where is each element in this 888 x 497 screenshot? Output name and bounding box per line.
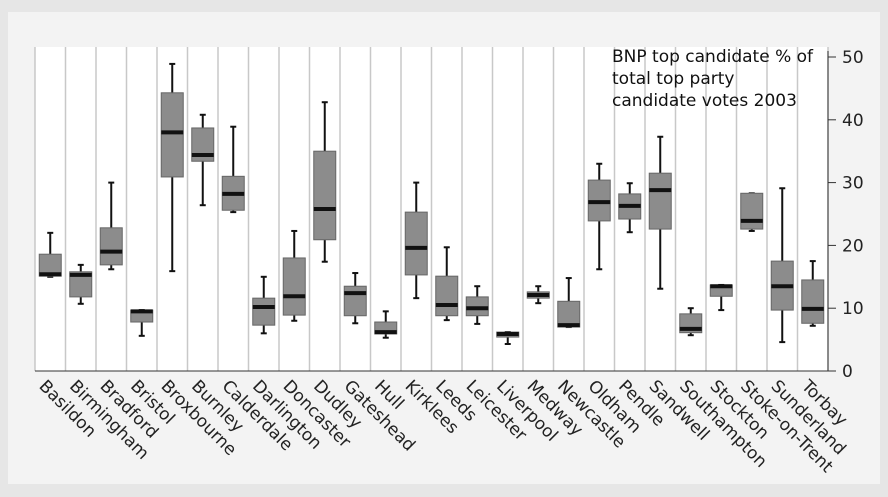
box — [282, 257, 306, 316]
y-tick-label: 0 — [842, 362, 853, 382]
y-tick-label: 30 — [842, 174, 864, 194]
box — [648, 172, 672, 230]
box — [740, 192, 764, 230]
box — [191, 127, 215, 162]
y-tick-label: 50 — [842, 48, 864, 68]
y-tick-label: 10 — [842, 299, 864, 319]
box — [313, 150, 337, 241]
box — [801, 279, 825, 324]
y-tick-label: 20 — [842, 236, 864, 256]
box — [343, 285, 367, 317]
box — [435, 275, 459, 317]
box — [99, 227, 123, 266]
box — [160, 92, 184, 178]
y-tick-label: 40 — [842, 111, 864, 131]
chart-title: BNP top candidate % of total top party c… — [612, 47, 814, 111]
box — [69, 271, 93, 298]
box — [404, 211, 428, 276]
box — [252, 297, 276, 326]
